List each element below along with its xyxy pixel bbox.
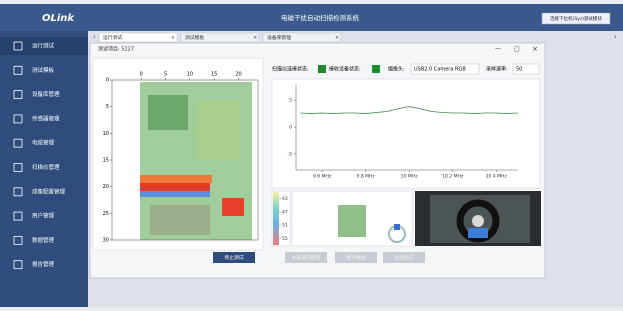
colorbar-tick-label: 47 [282, 209, 288, 215]
menu-item[interactable]: 测试模板 [32, 66, 55, 74]
colorbar-tick-label: 55 [282, 236, 288, 242]
x-tick-label: 5 [164, 72, 167, 78]
action-button-label[interactable]: 保存数据 [346, 254, 365, 261]
receiver-label: 接收设备状态: [329, 66, 361, 73]
x-tick-label: 10.2 MHz [442, 174, 464, 180]
tab-label[interactable]: 测试模板 [185, 34, 204, 41]
menu-item[interactable]: 报告管理 [32, 260, 55, 268]
y-tick-label: 10 [103, 131, 109, 137]
camera-value: USB2.0 Camera RGB [414, 67, 466, 73]
x-tick-label: 20 [235, 72, 241, 78]
tab-close[interactable]: × [335, 35, 339, 41]
y-tick-label: 20 [103, 184, 109, 190]
menu-item[interactable]: 电缆管理 [32, 139, 55, 147]
action-buttons: 停止测试 生成测试报告 保存数据 退出测试 [213, 252, 425, 263]
camera-label: 摄像头: [388, 66, 405, 73]
hot-spot [222, 198, 244, 216]
hot-band [140, 175, 212, 183]
x-tick-label: 10 MHz [401, 174, 418, 180]
camera-object [468, 228, 488, 238]
y-tick-label: -5 [288, 151, 293, 157]
maximize-button[interactable]: □ [514, 46, 520, 53]
scan-heatmap [140, 82, 252, 240]
hot-band [140, 183, 210, 191]
spectrum-panel [272, 79, 540, 188]
tab-close[interactable]: × [253, 35, 257, 41]
colorbar-tick-label: 43 [282, 196, 288, 202]
y-tick-label: 25 [103, 211, 109, 217]
cold-band [140, 191, 210, 197]
tab-label[interactable]: 设备库管理 [267, 34, 291, 41]
colorbar-tick-label: 51 [282, 223, 288, 229]
rate-label: 采样速率: [486, 66, 508, 73]
pcb-thumbnail [338, 205, 366, 237]
y-tick-label: 15 [103, 158, 109, 164]
tab-scroll-left[interactable]: ‹ [93, 33, 96, 41]
y-tick-label: 30 [103, 238, 109, 244]
app-screen: OLink 电磁干扰自动扫描检测系统 连接下位机(Sys)测试模块 运行测试测试… [0, 0, 623, 311]
receiver-indicator [372, 65, 380, 73]
pcb-region [195, 100, 240, 160]
tab-scroll-right[interactable]: › [614, 33, 617, 41]
menu-item[interactable]: 设备库管理 [32, 90, 60, 98]
tab-bar: 运行测试 × 测试模板 × 设备库管理 × [99, 33, 341, 42]
x-tick-label: 9.6 MHz [313, 174, 332, 180]
probe-marker [394, 224, 400, 230]
camera-object [472, 215, 484, 227]
menu-item[interactable]: 扫描仪管理 [32, 163, 60, 171]
menu-item[interactable]: 成像配置管理 [32, 187, 66, 195]
x-tick-label: 15 [211, 72, 217, 78]
x-tick-label: 9.8 MHz [357, 174, 376, 180]
y-tick-label: 5 [289, 98, 292, 104]
menu-item[interactable]: 数据管理 [32, 236, 55, 244]
tab-label[interactable]: 运行测试 [103, 34, 122, 41]
menu-item[interactable]: 传感器管理 [32, 114, 60, 122]
menu-item[interactable]: 用户管理 [32, 212, 55, 220]
minimize-button[interactable]: — [495, 46, 501, 53]
logo: OLink [42, 13, 75, 24]
action-button-label[interactable]: 停止测试 [224, 254, 243, 261]
x-tick-label: 10.4 MHz [486, 174, 508, 180]
menu-item[interactable]: 运行测试 [32, 42, 55, 50]
rate-value: 50 [516, 67, 522, 73]
y-tick-label: 5 [106, 104, 109, 110]
window-title: 测试项目: 5227 [98, 46, 134, 53]
pcb-region [150, 205, 210, 235]
y-tick-label: 0 [106, 78, 109, 84]
connect-button-label: 连接下位机(Sys)测试模块 [550, 15, 602, 22]
close-button[interactable]: × [532, 45, 538, 53]
y-tick-label: 0 [289, 125, 292, 131]
action-button-label[interactable]: 退出测试 [394, 254, 413, 261]
action-button-label[interactable]: 生成测试报告 [292, 254, 321, 261]
colorbar [273, 192, 279, 245]
pcb-region [148, 95, 188, 130]
tab-close[interactable]: × [171, 35, 175, 41]
scanner-label: 扫描仪连接状态: [272, 66, 309, 73]
x-tick-label: 10 [187, 72, 193, 78]
scanner-indicator [318, 65, 326, 73]
x-tick-label: 0 [140, 72, 143, 78]
app-title: 电磁干扰自动扫描检测系统 [281, 13, 360, 22]
